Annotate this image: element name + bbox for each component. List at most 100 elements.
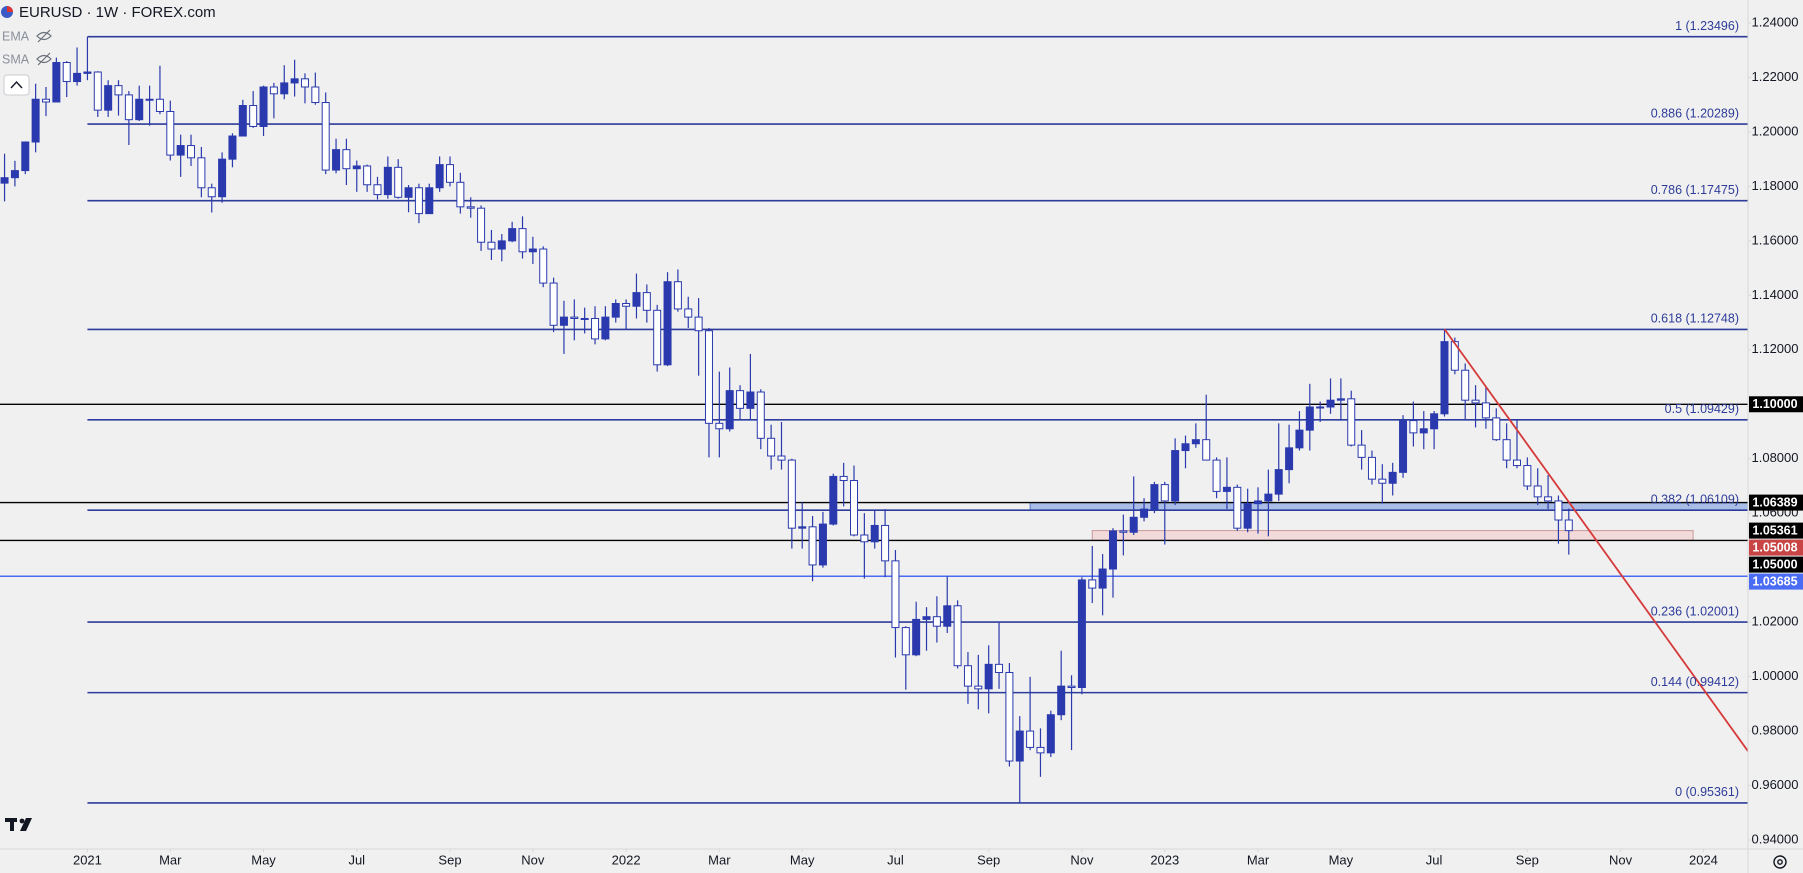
candle-body: [1015, 730, 1024, 762]
candle-body: [777, 455, 786, 461]
collapse-icon: [10, 80, 23, 89]
price-label: 1.05008: [1752, 540, 1797, 554]
candle-body: [1026, 730, 1035, 748]
candle-body: [93, 71, 102, 111]
candle-body: [1181, 443, 1190, 452]
fib-label: 0 (0.95361): [1675, 785, 1739, 799]
candle-body: [187, 145, 196, 159]
candle-body: [808, 526, 817, 566]
candle-body: [52, 61, 61, 103]
candle-body: [207, 187, 216, 198]
price-label-box: [1749, 539, 1803, 556]
x-tick-label: 2023: [1150, 852, 1179, 867]
candle-body: [518, 228, 527, 253]
header: EURUSD · 1W · FOREX.com EMA SMA: [1, 4, 216, 96]
candle-body: [300, 78, 309, 88]
collapse-button[interactable]: [3, 74, 30, 96]
candle-body: [839, 475, 848, 482]
candle-body: [798, 526, 807, 529]
x-tick-label: Mar: [708, 852, 731, 867]
candle-body: [1285, 447, 1294, 471]
candle-body: [446, 164, 455, 183]
candle-body: [1461, 369, 1470, 401]
candle-body: [591, 317, 600, 340]
candle-body: [995, 663, 1004, 674]
candle-body: [1481, 402, 1490, 419]
indicator-label[interactable]: EMA: [2, 29, 30, 43]
eye-icons[interactable]: [36, 29, 52, 66]
candle-body: [632, 292, 641, 307]
fib-label: 0.618 (1.12748): [1651, 312, 1739, 326]
candle-body: [249, 105, 258, 127]
candle-body: [704, 330, 713, 424]
candle-body: [197, 157, 206, 189]
candle-body: [622, 303, 631, 307]
candle-body: [829, 475, 838, 525]
tv-logo: [5, 818, 32, 831]
candle-body: [746, 391, 755, 409]
y-tick-label: 1.08000: [1752, 450, 1799, 465]
candle-body: [1202, 439, 1211, 461]
y-tick-label: 1.24000: [1752, 14, 1799, 29]
candle-body: [736, 390, 745, 409]
candle-body: [1233, 486, 1242, 529]
x-tick-label: Sep: [977, 852, 1000, 867]
candle-body: [1098, 568, 1107, 589]
candle-body: [984, 663, 993, 690]
candle-body: [1430, 413, 1439, 430]
candle-body: [83, 71, 92, 74]
indicator-label[interactable]: SMA: [2, 52, 30, 66]
candle-body: [373, 184, 382, 196]
candle-body: [124, 94, 133, 121]
candle-body: [1036, 746, 1045, 754]
candle-body: [974, 685, 983, 690]
candle-body: [787, 459, 796, 529]
fib-label: 1 (1.23496): [1675, 19, 1739, 33]
price-label-box: [1749, 396, 1803, 413]
candle-body: [559, 316, 568, 326]
candle-body: [881, 524, 890, 562]
candle-body: [176, 145, 185, 156]
candle-body: [850, 480, 859, 536]
candle-body: [155, 98, 164, 113]
zone: [1091, 530, 1694, 541]
candle-body: [1171, 450, 1180, 502]
candle-body: [611, 303, 620, 318]
candle-body: [1254, 500, 1263, 505]
candle-body: [1523, 465, 1532, 487]
candle-body: [1336, 398, 1345, 401]
candle-body: [114, 85, 123, 96]
fib-label: 0.236 (1.02001): [1651, 604, 1739, 618]
candle-body: [912, 618, 921, 656]
x-tick-label: Jul: [348, 852, 365, 867]
price-label-box: [1749, 494, 1803, 511]
candle-body: [528, 248, 537, 253]
x-tick-label: 2024: [1689, 852, 1718, 867]
candle-body: [332, 149, 341, 171]
settings-icon[interactable]: [1773, 855, 1787, 869]
x-tick-label: Jul: [1426, 852, 1443, 867]
candle-body: [352, 165, 361, 170]
y-tick-label: 1.14000: [1752, 287, 1799, 302]
candle-body: [570, 316, 579, 319]
x-tick-label: Sep: [1516, 852, 1539, 867]
x-tick-label: Nov: [521, 852, 545, 867]
y-tick-label: 0.94000: [1752, 831, 1799, 846]
candle-body: [1243, 503, 1252, 529]
candle-body: [1316, 406, 1325, 409]
candle-body: [456, 181, 465, 208]
candle-body: [860, 534, 869, 543]
candle-body: [818, 523, 827, 566]
candle-body: [1554, 500, 1563, 521]
candle-body: [922, 616, 931, 620]
candle-body: [145, 98, 154, 101]
candle-body: [642, 292, 651, 311]
y-tick-label: 1.22000: [1752, 69, 1799, 84]
candle-body: [269, 86, 278, 95]
zone: [1029, 502, 1748, 511]
candle-body: [1274, 469, 1283, 495]
candle-body: [1409, 420, 1418, 434]
candle-body: [321, 102, 330, 171]
